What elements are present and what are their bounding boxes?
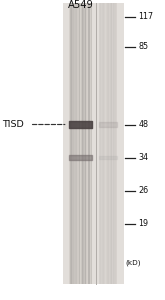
Bar bbox=[103, 3, 104, 284]
Bar bbox=[101, 3, 102, 284]
Bar bbox=[109, 3, 110, 284]
Bar bbox=[69, 3, 70, 284]
Bar bbox=[75, 3, 76, 284]
Bar bbox=[100, 3, 101, 284]
Bar bbox=[111, 3, 112, 284]
Bar bbox=[81, 3, 82, 284]
Bar bbox=[106, 3, 107, 284]
Bar bbox=[63, 3, 124, 284]
Text: TISD: TISD bbox=[2, 120, 23, 129]
Bar bbox=[99, 3, 100, 284]
Bar bbox=[104, 3, 105, 284]
Bar bbox=[90, 3, 91, 284]
Text: 26: 26 bbox=[139, 186, 149, 195]
Bar bbox=[77, 3, 78, 284]
Bar bbox=[115, 3, 116, 284]
Bar bbox=[105, 3, 106, 284]
Bar bbox=[80, 3, 81, 284]
Bar bbox=[83, 3, 84, 284]
Bar bbox=[114, 3, 115, 284]
Bar bbox=[69, 3, 92, 284]
Text: 85: 85 bbox=[139, 42, 149, 51]
Bar bbox=[112, 3, 113, 284]
Text: (kD): (kD) bbox=[125, 259, 141, 266]
Bar bbox=[78, 3, 79, 284]
Bar bbox=[89, 3, 90, 284]
Text: A549: A549 bbox=[68, 0, 94, 10]
Bar bbox=[73, 3, 74, 284]
Bar bbox=[70, 3, 71, 284]
Bar bbox=[115, 3, 116, 284]
Bar bbox=[79, 3, 80, 284]
Bar bbox=[99, 3, 117, 284]
Bar bbox=[82, 3, 83, 284]
Bar bbox=[87, 3, 88, 284]
Bar bbox=[71, 3, 72, 284]
Bar bbox=[74, 3, 75, 284]
Bar bbox=[108, 3, 109, 284]
Bar bbox=[76, 3, 77, 284]
Bar bbox=[102, 3, 103, 284]
Bar bbox=[86, 3, 87, 284]
Bar bbox=[88, 3, 89, 284]
Text: 34: 34 bbox=[139, 153, 149, 162]
Bar bbox=[91, 3, 92, 284]
Text: 19: 19 bbox=[139, 219, 149, 228]
Bar bbox=[110, 3, 111, 284]
Bar bbox=[84, 3, 85, 284]
Bar bbox=[85, 3, 86, 284]
Text: 48: 48 bbox=[139, 120, 149, 129]
Text: 117: 117 bbox=[139, 12, 154, 21]
Bar bbox=[72, 3, 73, 284]
Bar bbox=[116, 3, 117, 284]
Bar bbox=[107, 3, 108, 284]
Bar bbox=[113, 3, 114, 284]
